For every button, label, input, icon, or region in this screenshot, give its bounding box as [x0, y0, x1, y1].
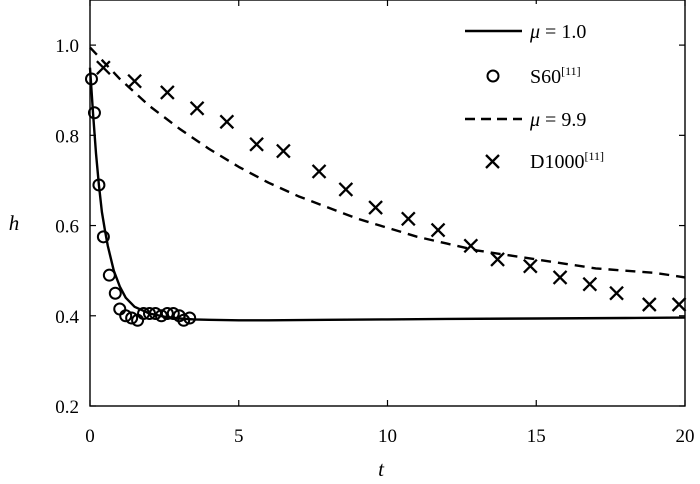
- plot-layer: [84, 46, 687, 327]
- data-point-s60: [143, 307, 156, 321]
- y-tick-label: 1.0: [55, 36, 79, 57]
- data-point-d1000: [641, 297, 657, 312]
- data-point-d1000: [96, 60, 111, 75]
- x-tick-label: 5: [234, 426, 244, 447]
- data-point-d1000: [189, 100, 205, 116]
- legend-label-s60: S60[11]: [530, 64, 581, 88]
- legend-box: [452, 4, 678, 184]
- data-point-d1000: [160, 85, 175, 100]
- data-point-s60: [125, 311, 139, 325]
- data-point-s60: [119, 309, 133, 323]
- data-point-s60: [177, 313, 191, 327]
- y-tick-label: 0.2: [55, 397, 79, 418]
- data-point-d1000: [671, 297, 687, 312]
- legend-swatch-d1000: [485, 154, 500, 169]
- data-point-s60: [183, 311, 197, 325]
- data-point-d1000: [490, 252, 505, 267]
- data-point-s60: [84, 72, 98, 86]
- y-tick-label: 0.6: [55, 217, 79, 238]
- data-point-d1000: [219, 114, 235, 130]
- data-point-s60: [166, 307, 180, 321]
- data-point-d1000: [609, 285, 624, 301]
- data-point-d1000: [430, 222, 446, 238]
- x-tick-label: 10: [378, 426, 397, 447]
- data-point-s60: [87, 106, 101, 120]
- x-axis-title: t: [378, 457, 385, 481]
- legend-label-mu99: μ = 9.9: [529, 109, 586, 131]
- data-point-s60: [108, 286, 122, 300]
- x-tick-label: 15: [527, 426, 546, 447]
- ticks-layer: 0 5 10 15 20 0.2 0.4 0.6 0.8 1.0: [55, 0, 695, 447]
- x-tick-label: 0: [85, 426, 95, 447]
- data-point-d1000: [582, 276, 598, 292]
- legend-label-mu1: μ = 1.0: [529, 21, 586, 43]
- data-point-d1000: [368, 200, 383, 215]
- data-point-d1000: [127, 73, 142, 89]
- data-point-d1000: [552, 270, 568, 285]
- data-point-d1000: [338, 182, 354, 197]
- data-point-s60: [113, 302, 127, 316]
- data-point-s60: [154, 309, 168, 323]
- legend-label-d1000: D1000[11]: [530, 149, 604, 173]
- data-point-d1000: [401, 211, 416, 227]
- data-point-d1000: [249, 137, 264, 152]
- y-axis-title: h: [9, 211, 20, 235]
- data-point-d1000: [311, 164, 327, 179]
- data-point-s60: [102, 268, 116, 282]
- y-tick-label: 0.8: [55, 126, 79, 147]
- legend: μ = 1.0 S60[11] μ = 9.9 D1000[11]: [452, 4, 678, 184]
- data-point-s60: [96, 230, 110, 244]
- data-point-s60: [92, 178, 106, 192]
- data-point-s60: [160, 307, 174, 321]
- legend-swatch-s60: [486, 69, 500, 83]
- x-tick-label: 20: [676, 426, 695, 447]
- data-point-d1000: [463, 238, 479, 254]
- y-tick-label: 0.4: [55, 307, 79, 328]
- data-point-d1000: [522, 258, 538, 274]
- data-point-d1000: [276, 143, 291, 159]
